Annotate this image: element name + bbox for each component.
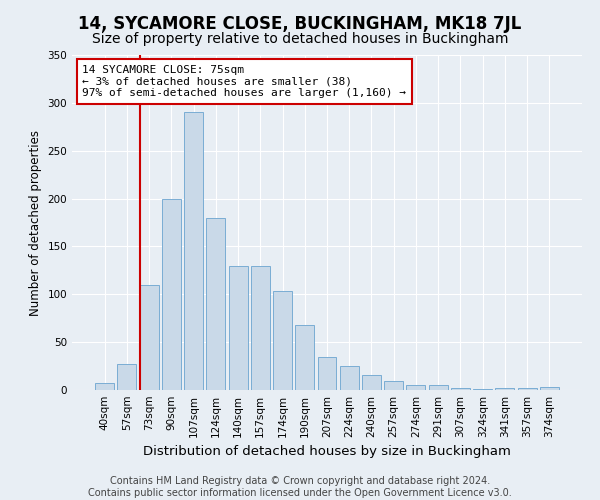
Bar <box>362 374 381 390</box>
Bar <box>162 198 181 390</box>
Bar <box>473 389 492 390</box>
Bar <box>273 292 292 390</box>
Bar <box>518 388 536 390</box>
Bar <box>429 385 448 390</box>
Bar <box>496 388 514 390</box>
Y-axis label: Number of detached properties: Number of detached properties <box>29 130 42 316</box>
Bar <box>317 356 337 390</box>
Text: 14 SYCAMORE CLOSE: 75sqm
← 3% of detached houses are smaller (38)
97% of semi-de: 14 SYCAMORE CLOSE: 75sqm ← 3% of detache… <box>82 65 406 98</box>
Bar <box>451 388 470 390</box>
Bar <box>295 325 314 390</box>
Bar <box>140 284 158 390</box>
Bar <box>251 266 270 390</box>
Bar <box>384 382 403 390</box>
Bar <box>184 112 203 390</box>
Bar <box>406 385 425 390</box>
Text: Contains HM Land Registry data © Crown copyright and database right 2024.
Contai: Contains HM Land Registry data © Crown c… <box>88 476 512 498</box>
Text: Size of property relative to detached houses in Buckingham: Size of property relative to detached ho… <box>92 32 508 46</box>
Bar <box>95 384 114 390</box>
Bar <box>206 218 225 390</box>
Bar <box>340 366 359 390</box>
Text: 14, SYCAMORE CLOSE, BUCKINGHAM, MK18 7JL: 14, SYCAMORE CLOSE, BUCKINGHAM, MK18 7JL <box>79 15 521 33</box>
Bar <box>540 387 559 390</box>
Bar <box>118 364 136 390</box>
Bar <box>229 266 248 390</box>
X-axis label: Distribution of detached houses by size in Buckingham: Distribution of detached houses by size … <box>143 446 511 458</box>
